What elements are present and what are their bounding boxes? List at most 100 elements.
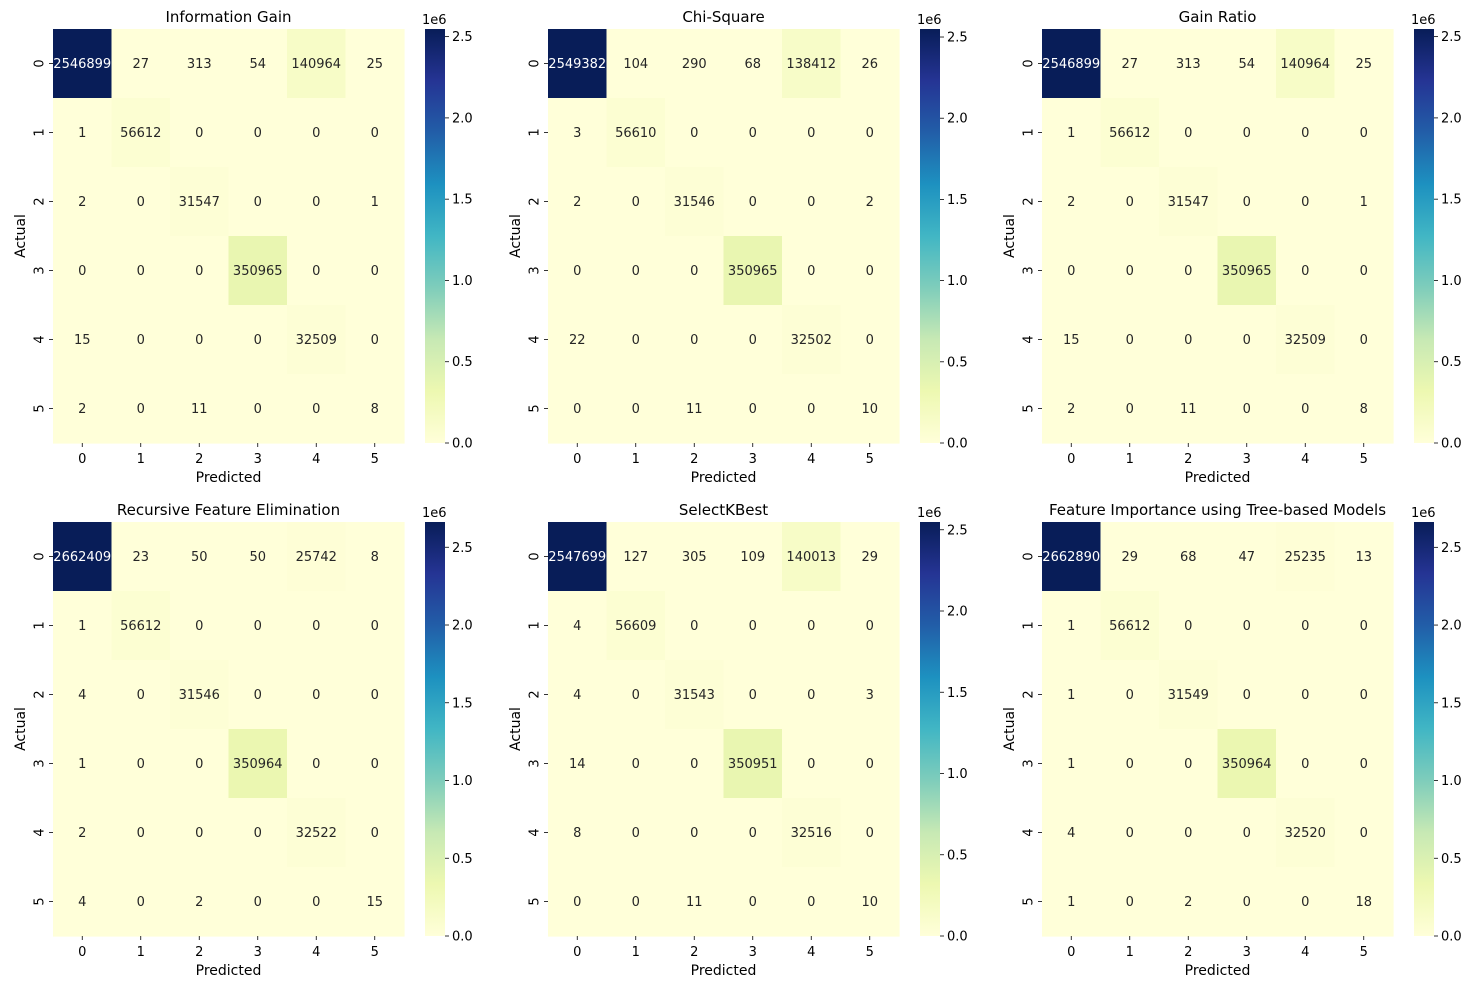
y-tick-label: 2 xyxy=(33,197,48,205)
cell-value-label: 3 xyxy=(573,126,581,141)
heatmap-cell xyxy=(345,798,405,868)
heatmap-cell xyxy=(1159,305,1219,375)
heatmap-cell xyxy=(170,591,230,661)
colorbar-tick-label: 2.5 xyxy=(452,541,473,556)
heatmap-cell xyxy=(665,798,725,868)
cell-value-label: 0 xyxy=(749,126,757,141)
cell-value-label: 0 xyxy=(312,126,320,141)
x-tick-label: 1 xyxy=(1126,945,1134,960)
cell-value-label: 25 xyxy=(1355,57,1372,72)
cell-value-label: 0 xyxy=(690,264,698,279)
cell-value-label: 4 xyxy=(573,688,581,703)
cell-value-label: 0 xyxy=(632,826,640,841)
cell-value-label: 0 xyxy=(137,333,145,348)
cell-value-label: 2 xyxy=(1184,895,1192,910)
heatmap-cell xyxy=(665,305,725,375)
colorbar xyxy=(425,522,445,936)
y-tick-label: 3 xyxy=(1022,759,1037,767)
colorbar-tick-label: 1.5 xyxy=(947,193,968,208)
cell-value-label: 0 xyxy=(807,126,815,141)
colorbar-tick-label: 2.0 xyxy=(947,605,968,620)
cell-value-label: 8 xyxy=(371,402,379,417)
cell-value-label: 25742 xyxy=(296,550,337,565)
heatmap-cell xyxy=(345,98,405,168)
heatmap-cell xyxy=(840,798,900,868)
cell-value-label: 68 xyxy=(1180,550,1197,565)
cell-value-label: 0 xyxy=(807,619,815,634)
colorbar-tick-label: 1.0 xyxy=(1441,774,1462,789)
heatmap-cell xyxy=(1217,167,1277,237)
cell-value-label: 8 xyxy=(1360,402,1368,417)
heatmap-cell xyxy=(723,660,783,730)
cell-value-label: 0 xyxy=(1067,264,1075,279)
cell-value-label: 0 xyxy=(1184,757,1192,772)
heatmap-panel: 2546899 27 313 54 140964 251 56612 0 0 0 02 0 31547 0… xyxy=(1002,8,1462,486)
heatmap-cell xyxy=(111,29,171,99)
cell-value-label: 0 xyxy=(632,895,640,910)
heatmap-cell xyxy=(548,729,608,799)
heatmap-cell xyxy=(1276,729,1336,799)
heatmap-cell xyxy=(606,98,666,168)
colorbar-tick-label: 0.0 xyxy=(1441,437,1462,452)
cell-value-label: 0 xyxy=(1184,333,1192,348)
heatmap-cell xyxy=(548,798,608,868)
colorbar-tick-label: 1.0 xyxy=(452,274,473,289)
cell-value-label: 0 xyxy=(254,895,262,910)
heatmap-cell xyxy=(228,660,288,730)
cell-value-label: 8 xyxy=(371,550,379,565)
y-tick-label: 4 xyxy=(33,335,48,343)
heatmap-cell xyxy=(53,591,113,661)
y-tick-label: 1 xyxy=(1022,128,1037,136)
y-tick-label: 5 xyxy=(1022,404,1037,412)
heatmap-cell xyxy=(665,167,725,237)
colorbar-tick-label: 2.0 xyxy=(947,112,968,127)
heatmap-cell xyxy=(111,305,171,375)
cell-value-label: 25 xyxy=(366,57,383,72)
cell-value-label: 350965 xyxy=(728,264,778,279)
colorbar-tick-label: 1.0 xyxy=(947,767,968,782)
colorbar-tick-label: 1.5 xyxy=(452,193,473,208)
heatmap-cell xyxy=(1100,374,1160,444)
cell-value-label: 32520 xyxy=(1285,826,1326,841)
heatmap-cell xyxy=(53,729,113,799)
cell-value-label: 2662409 xyxy=(53,550,111,565)
cell-value-label: 0 xyxy=(371,826,379,841)
cell-value-label: 26 xyxy=(861,57,878,72)
colorbar-tick-label: 2.0 xyxy=(452,111,473,126)
x-tick-label: 2 xyxy=(1184,945,1192,960)
cell-value-label: 29 xyxy=(861,550,878,565)
cell-value-label: 140964 xyxy=(1280,57,1330,72)
y-axis-label: Actual xyxy=(508,214,524,258)
heatmap-cell xyxy=(548,236,608,306)
colorbar-tick-label: 0.5 xyxy=(1441,852,1462,867)
x-tick-label: 0 xyxy=(573,452,581,467)
cell-value-label: 0 xyxy=(1184,264,1192,279)
heatmap-cell xyxy=(345,591,405,661)
cell-value-label: 31543 xyxy=(674,688,715,703)
cell-value-label: 32516 xyxy=(791,826,832,841)
heatmap-cell xyxy=(1276,867,1336,937)
cell-value-label: 0 xyxy=(312,264,320,279)
cell-value-label: 56612 xyxy=(120,619,161,634)
x-tick-label: 0 xyxy=(78,452,86,467)
heatmap-cell xyxy=(53,522,113,592)
cell-value-label: 0 xyxy=(1301,757,1309,772)
colorbar-tick-label: 1.0 xyxy=(452,774,473,789)
cell-value-label: 0 xyxy=(1126,333,1134,348)
heatmap-cell xyxy=(548,522,608,592)
colorbar-tick-label: 2.5 xyxy=(1441,30,1462,45)
heatmap-cell xyxy=(287,236,347,306)
heatmap-cell xyxy=(170,98,230,168)
heatmap-cell xyxy=(1334,305,1394,375)
cell-value-label: 0 xyxy=(195,333,203,348)
heatmap-cell xyxy=(723,305,783,375)
heatmap-cell xyxy=(840,522,900,592)
chart-title: Chi-Square xyxy=(682,8,764,26)
cell-value-label: 2 xyxy=(866,195,874,210)
colorbar-tick-label: 2.5 xyxy=(452,30,473,45)
x-tick-label: 0 xyxy=(78,945,86,960)
heatmap-cell xyxy=(548,660,608,730)
heatmap-cell xyxy=(723,798,783,868)
cell-value-label: 0 xyxy=(632,688,640,703)
cell-value-label: 0 xyxy=(1243,195,1251,210)
